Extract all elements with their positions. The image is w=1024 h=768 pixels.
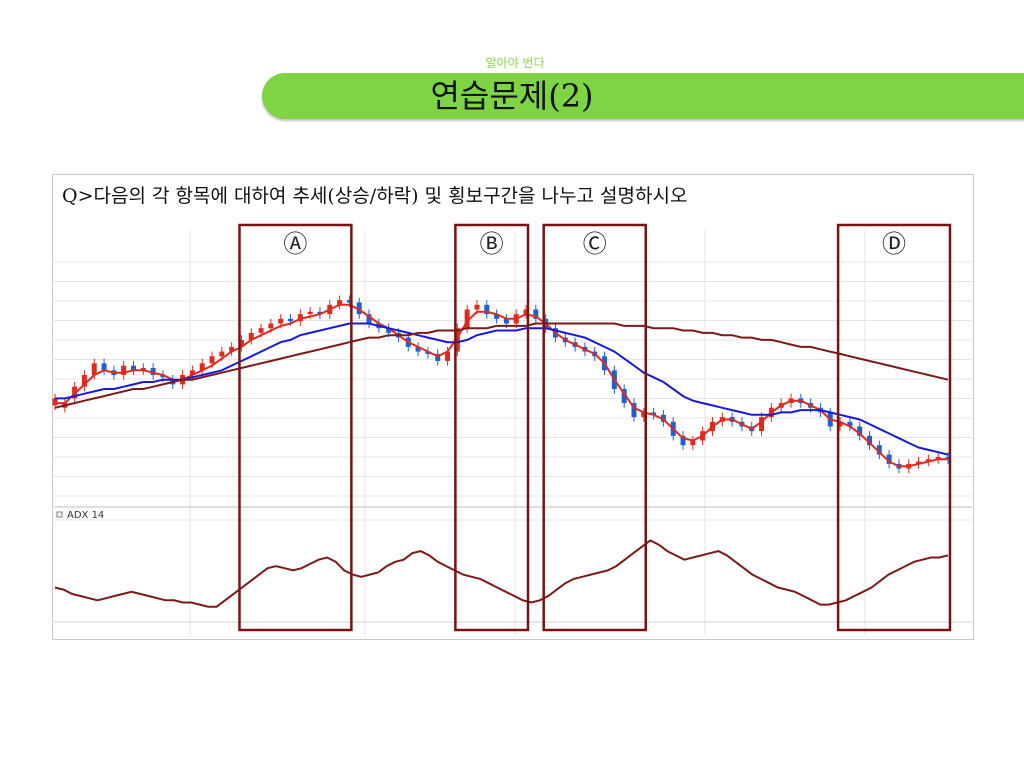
zone-box [454, 223, 530, 632]
slide-title: 연습문제(2) [430, 77, 594, 115]
candle [474, 304, 480, 310]
candle [317, 311, 323, 315]
candle [366, 314, 372, 324]
zone-box [238, 223, 353, 632]
zone-label: Ⓒ [583, 230, 607, 258]
candle [837, 421, 843, 427]
chart-grid: ADX 14 [54, 230, 972, 635]
candle [150, 367, 156, 375]
candle [857, 426, 863, 436]
candle [160, 375, 166, 378]
candle [356, 302, 362, 315]
candle [886, 454, 892, 464]
candle [278, 318, 284, 324]
candle [494, 314, 500, 319]
candle [425, 351, 431, 354]
long-ma-line [54, 322, 949, 409]
candle [248, 332, 254, 340]
candle [916, 461, 922, 464]
candle [131, 365, 137, 371]
candle [288, 318, 294, 322]
highlight-zones: Ⓐ Ⓑ Ⓒ Ⓓ [238, 223, 952, 632]
candle [238, 339, 244, 347]
zone-box [542, 223, 648, 632]
candle [81, 375, 87, 387]
candle [189, 370, 195, 375]
short-ma-line [55, 303, 948, 468]
candle [876, 445, 882, 455]
candle [91, 363, 97, 375]
candle [621, 389, 627, 404]
candle [533, 309, 539, 319]
candle [935, 456, 941, 460]
candle [199, 363, 205, 371]
candle [209, 356, 215, 364]
zone-label: Ⓓ [882, 230, 906, 258]
title-banner [262, 73, 1024, 119]
adx-line [54, 539, 949, 608]
candle [386, 328, 392, 333]
candle [759, 417, 765, 432]
candle [464, 309, 470, 329]
zone-box [836, 223, 952, 632]
candle [651, 412, 657, 415]
candle [258, 328, 264, 333]
candle [52, 398, 58, 406]
candle [121, 365, 127, 375]
candle [268, 323, 274, 329]
adx-label: ADX 14 [67, 510, 104, 521]
candle [847, 421, 853, 427]
candle [297, 314, 303, 322]
candle [866, 435, 872, 446]
candle [229, 346, 235, 352]
candle [346, 300, 352, 303]
question-text: Q>다음의 각 항목에 대하여 추세(상승/하락) 및 횡보구간을 나누고 설명… [62, 185, 688, 207]
zone-label: Ⓐ [283, 230, 307, 258]
zone-label: Ⓑ [480, 230, 504, 258]
candle [219, 351, 225, 357]
adx-panel [54, 539, 949, 608]
candle [660, 414, 666, 422]
candlesticks [52, 295, 951, 474]
candle [631, 403, 637, 418]
mid-ma-line [55, 322, 949, 456]
candle [680, 435, 686, 446]
candle [641, 412, 647, 418]
candle [945, 456, 951, 460]
slide-caption: 알아야 번다 [485, 56, 545, 70]
candle [337, 300, 343, 305]
candle [690, 440, 696, 446]
candle [140, 367, 146, 371]
candle [307, 311, 313, 315]
candle [925, 459, 931, 462]
candle [445, 351, 451, 361]
candle [484, 304, 490, 315]
candle [454, 328, 460, 352]
moving-averages [54, 303, 949, 468]
candle [101, 363, 107, 371]
indicator-marker [56, 511, 63, 518]
candle [435, 353, 441, 361]
candle [523, 309, 529, 315]
candle [415, 346, 421, 352]
candle [503, 318, 509, 324]
